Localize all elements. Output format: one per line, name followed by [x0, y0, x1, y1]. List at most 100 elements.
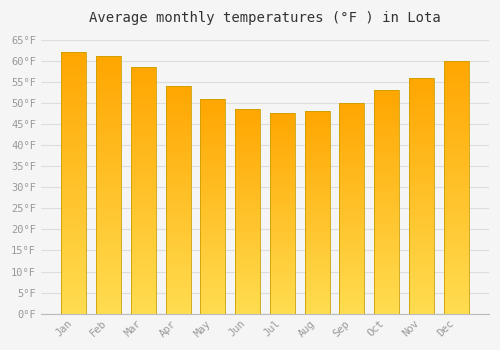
Bar — [166, 168, 190, 170]
Bar — [270, 167, 295, 169]
Bar — [340, 187, 364, 189]
Bar — [131, 228, 156, 230]
Bar — [166, 182, 190, 184]
Bar — [270, 117, 295, 119]
Bar — [374, 131, 399, 133]
Bar — [235, 209, 260, 211]
Bar — [304, 176, 330, 178]
Bar — [166, 236, 190, 239]
Bar — [62, 86, 86, 89]
Bar — [62, 178, 86, 180]
Bar — [409, 108, 434, 111]
Bar — [340, 212, 364, 215]
Bar — [409, 92, 434, 94]
Bar — [340, 223, 364, 225]
Bar — [409, 293, 434, 295]
Bar — [131, 277, 156, 279]
Bar — [374, 309, 399, 312]
Bar — [131, 287, 156, 289]
Bar — [340, 244, 364, 246]
Bar — [235, 240, 260, 242]
Bar — [62, 89, 86, 91]
Bar — [200, 167, 226, 170]
Bar — [96, 95, 121, 98]
Bar — [131, 153, 156, 156]
Bar — [304, 220, 330, 223]
Bar — [96, 56, 121, 314]
Bar — [62, 214, 86, 217]
Bar — [131, 109, 156, 111]
Bar — [62, 131, 86, 133]
Bar — [374, 126, 399, 128]
Bar — [131, 250, 156, 252]
Bar — [444, 142, 468, 144]
Bar — [409, 179, 434, 181]
Bar — [96, 79, 121, 82]
Bar — [235, 152, 260, 154]
Bar — [235, 214, 260, 216]
Bar — [270, 153, 295, 155]
Bar — [131, 163, 156, 166]
Bar — [340, 257, 364, 259]
Bar — [166, 188, 190, 191]
Bar — [270, 250, 295, 252]
Bar — [270, 202, 295, 203]
Bar — [409, 101, 434, 104]
Bar — [270, 300, 295, 302]
Bar — [62, 298, 86, 301]
Bar — [166, 250, 190, 252]
Bar — [409, 134, 434, 136]
Bar — [166, 166, 190, 168]
Bar — [270, 230, 295, 232]
Bar — [409, 266, 434, 269]
Bar — [409, 106, 434, 108]
Bar — [200, 195, 226, 197]
Bar — [340, 118, 364, 120]
Bar — [304, 154, 330, 156]
Bar — [62, 120, 86, 123]
Bar — [444, 111, 468, 114]
Bar — [131, 94, 156, 97]
Bar — [444, 190, 468, 192]
Bar — [444, 119, 468, 121]
Bar — [131, 230, 156, 232]
Bar — [235, 205, 260, 207]
Bar — [96, 111, 121, 113]
Bar — [340, 303, 364, 305]
Bar — [444, 121, 468, 124]
Bar — [409, 104, 434, 106]
Bar — [131, 257, 156, 259]
Bar — [235, 115, 260, 117]
Bar — [409, 300, 434, 302]
Bar — [270, 144, 295, 145]
Bar — [270, 181, 295, 183]
Bar — [340, 170, 364, 173]
Bar — [409, 151, 434, 153]
Bar — [166, 161, 190, 163]
Bar — [166, 309, 190, 312]
Bar — [166, 220, 190, 223]
Bar — [409, 87, 434, 89]
Bar — [200, 178, 226, 180]
Bar — [200, 240, 226, 243]
Bar — [96, 59, 121, 62]
Bar — [444, 164, 468, 167]
Bar — [304, 184, 330, 186]
Bar — [235, 175, 260, 177]
Bar — [96, 103, 121, 105]
Bar — [304, 245, 330, 247]
Bar — [131, 126, 156, 129]
Bar — [270, 306, 295, 308]
Bar — [340, 231, 364, 233]
Bar — [200, 116, 226, 118]
Bar — [340, 282, 364, 284]
Bar — [62, 99, 86, 102]
Bar — [200, 152, 226, 154]
Bar — [166, 91, 190, 93]
Bar — [340, 113, 364, 116]
Bar — [62, 225, 86, 228]
Bar — [444, 104, 468, 106]
Bar — [444, 291, 468, 293]
Bar — [131, 134, 156, 136]
Bar — [270, 152, 295, 153]
